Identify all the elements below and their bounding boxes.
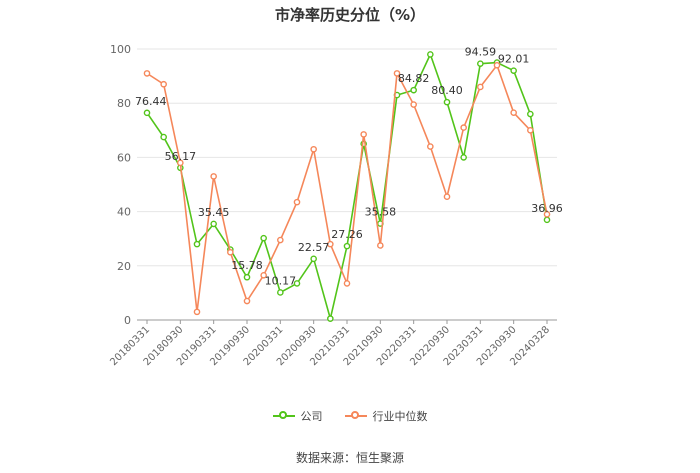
data-point: [543, 211, 551, 218]
data-point: [427, 51, 434, 58]
data-label: 94.59: [465, 46, 497, 59]
y-tick-label: 100: [110, 43, 131, 56]
legend-swatch-company: [272, 410, 295, 422]
data-point: [327, 240, 334, 248]
data-point: [243, 297, 251, 305]
data-point: [527, 127, 534, 134]
data-point: [293, 280, 301, 287]
data-point: [243, 273, 251, 281]
data-label: 10.17: [265, 274, 297, 287]
data-point: [527, 110, 534, 118]
data-point: [327, 315, 334, 322]
data-point: [160, 80, 167, 88]
data-point: [510, 109, 517, 116]
data-point: [143, 70, 151, 77]
data-point: [343, 242, 351, 250]
legend-item-company[interactable]: 公司: [272, 408, 323, 424]
data-point: [193, 308, 201, 316]
data-point: [460, 154, 467, 161]
data-label: 92.01: [498, 53, 530, 66]
data-label: 36.96: [531, 202, 563, 215]
data-point: [477, 83, 484, 91]
data-point: [393, 70, 401, 77]
data-point: [193, 240, 201, 248]
data-point: [360, 131, 367, 138]
y-tick-label: 40: [117, 206, 131, 219]
legend-swatch-industry: [344, 410, 367, 422]
data-label: 27.26: [331, 228, 363, 241]
legend-label-company: 公司: [300, 410, 323, 423]
data-point: [543, 216, 551, 224]
data-point: [260, 234, 267, 242]
data-point: [160, 133, 167, 141]
data-point: [477, 60, 484, 67]
data-point: [443, 193, 451, 200]
data-point: [277, 236, 284, 244]
data-label: 80.40: [431, 84, 463, 97]
data-point: [293, 198, 301, 206]
data-label: 22.57: [298, 241, 330, 254]
data-point: [493, 61, 501, 69]
data-point: [260, 271, 267, 279]
y-tick-label: 0: [124, 314, 131, 327]
data-label: 15.78: [231, 259, 263, 272]
data-point: [343, 280, 351, 287]
data-label: 35.45: [198, 206, 230, 219]
data-label: 76.44: [135, 95, 167, 108]
data-point: [377, 242, 384, 249]
data-point: [460, 124, 467, 131]
legend-label-industry: 行业中位数: [372, 410, 428, 423]
data-point: [310, 255, 317, 263]
source-note: 数据来源：恒生聚源: [295, 451, 404, 465]
data-point: [310, 145, 317, 153]
data-point: [210, 173, 217, 180]
data-point: [410, 101, 417, 108]
data-point: [410, 86, 417, 94]
data-point: [143, 109, 151, 117]
data-point: [177, 159, 184, 167]
data-point: [443, 98, 451, 106]
chart-title: 市净率历史分位（%）: [274, 6, 426, 24]
data-point: [227, 248, 234, 256]
data-label: 84.82: [398, 72, 430, 85]
data-point: [277, 289, 284, 296]
legend-item-industry[interactable]: 行业中位数: [344, 408, 428, 424]
legend: 公司 行业中位数: [0, 408, 700, 424]
y-tick-label: 20: [117, 260, 131, 273]
data-point: [510, 67, 517, 74]
data-label: 35.58: [365, 206, 397, 219]
data-label: 56.17: [165, 150, 197, 163]
y-tick-label: 60: [117, 151, 131, 164]
data-point: [210, 220, 217, 228]
y-tick-label: 80: [117, 97, 131, 110]
data-point: [427, 143, 434, 150]
series-line-1: [146, 63, 548, 312]
